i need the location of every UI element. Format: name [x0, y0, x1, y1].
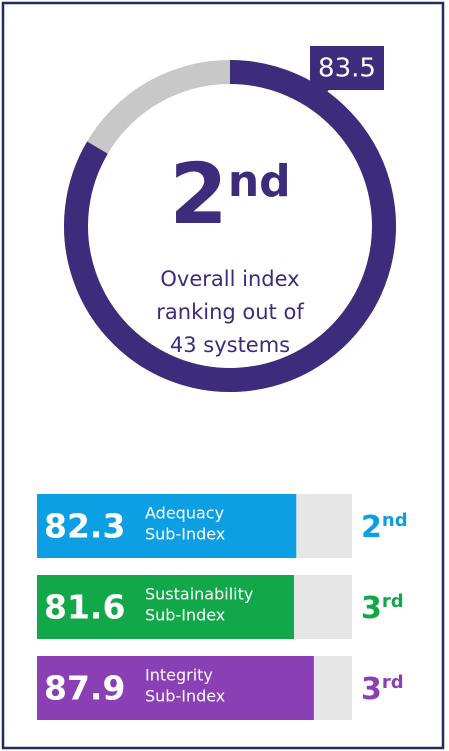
bar-category: Sub-Index — [145, 687, 225, 706]
label-pointer — [318, 88, 330, 100]
bar-rank: 2nd — [361, 510, 408, 545]
bar-rank: 3rd — [361, 591, 404, 626]
donut-arc — [64, 60, 396, 392]
bar — [37, 575, 295, 639]
bar-value: 81.6 — [44, 588, 125, 627]
rank-suffix: rd — [382, 591, 404, 612]
bar-category: Integrity — [145, 666, 213, 685]
caption-line: 43 systems — [170, 333, 290, 357]
bar-category: Sub-Index — [145, 606, 225, 625]
bar-rank: 3rd — [361, 672, 404, 707]
bar-value: 87.9 — [44, 669, 125, 708]
bar-value: 82.3 — [44, 507, 125, 546]
bar — [37, 656, 314, 720]
caption-line: Overall index — [160, 267, 299, 291]
caption-line: ranking out of — [156, 300, 304, 324]
bar-category: Sub-Index — [145, 525, 225, 544]
rank-suffix: nd — [228, 156, 291, 207]
rank-number: 3 — [361, 591, 382, 626]
rank-suffix: rd — [382, 672, 404, 693]
rank-number: 3 — [361, 672, 382, 707]
bar-category: Sustainability — [145, 585, 253, 604]
rank-number: 2 — [169, 145, 227, 243]
value-box — [310, 46, 384, 90]
rank-suffix: nd — [382, 510, 408, 531]
rank-number: 2 — [361, 510, 382, 545]
rank: 2nd — [169, 145, 290, 243]
bar — [37, 494, 297, 558]
value-label: 83.5 — [318, 54, 376, 84]
bar-category: Adequacy — [145, 504, 224, 523]
